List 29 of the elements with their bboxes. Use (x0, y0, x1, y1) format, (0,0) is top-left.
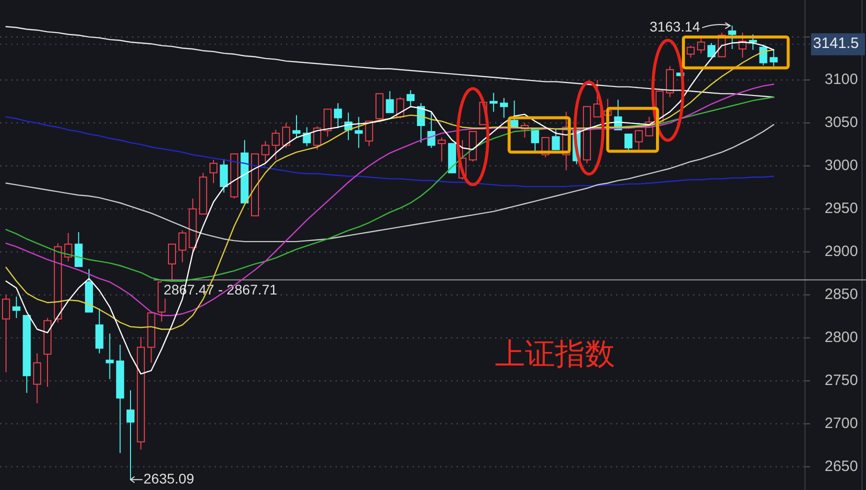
y-tick-label: 2950 (824, 200, 858, 217)
y-tick-label: 3100 (824, 70, 858, 88)
ref-line-label: 3141.5 (813, 35, 859, 52)
annotation: 2635.09 (144, 470, 194, 486)
y-tick-label: 2800 (824, 328, 858, 346)
y-tick-label: 2650 (824, 458, 858, 475)
y-tick-label: 2700 (824, 414, 858, 432)
y-tick-label: 2850 (824, 286, 858, 303)
line-series (5, 124, 774, 242)
text: 上证指数 (495, 338, 615, 371)
candlestick (106, 333, 114, 380)
candlestick (136, 336, 145, 450)
candlestick (354, 116, 363, 148)
candlestick (126, 390, 134, 480)
y-tick-label: 2750 (824, 372, 858, 389)
line-series (5, 116, 774, 188)
annotation: 3163.14 (650, 18, 700, 35)
candlestick (12, 296, 20, 319)
line-series (5, 84, 774, 316)
candlestick (490, 92, 498, 112)
y-tick-label: 3000 (824, 156, 858, 174)
candlestick (95, 308, 104, 354)
candlestick (116, 344, 124, 454)
candlestick (33, 352, 42, 404)
candlestick (64, 232, 72, 262)
y-tick-label: 2900 (824, 242, 858, 260)
line-series (5, 96, 774, 282)
y-tick-label: 3050 (824, 114, 858, 131)
candlestick (728, 25, 736, 50)
